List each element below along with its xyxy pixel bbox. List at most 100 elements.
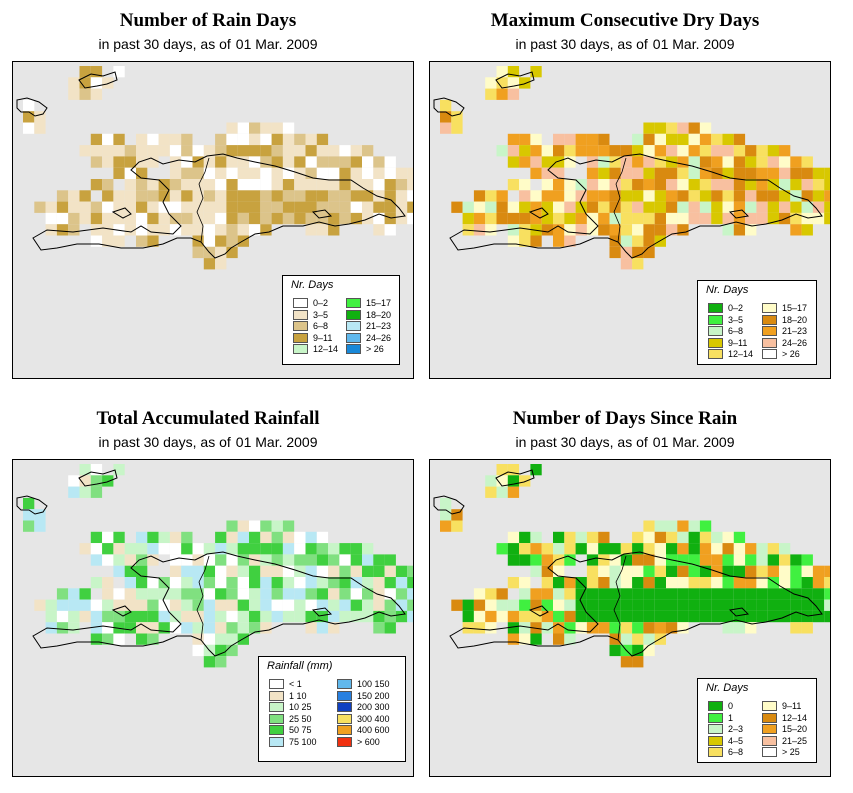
map-cell [553, 554, 565, 566]
map-cell [249, 145, 261, 157]
map-cell [632, 190, 644, 202]
map-cell [586, 554, 599, 566]
map-cell [767, 167, 779, 179]
map-cell [553, 212, 565, 225]
map-cell [507, 145, 520, 157]
map-cell [147, 156, 159, 168]
map-cell [282, 577, 295, 589]
map-cell [451, 520, 463, 532]
map-cell [553, 531, 565, 544]
map-cell [56, 610, 69, 623]
map-cell [136, 531, 148, 544]
map-cell [564, 235, 576, 247]
map-cell [305, 179, 317, 191]
map-cell [271, 610, 283, 623]
map-cell [790, 201, 802, 213]
map-cell [362, 565, 374, 577]
map-cell [158, 610, 170, 623]
legend-label: 4–5 [728, 735, 744, 746]
map-cell [34, 509, 46, 521]
map-cell [496, 610, 508, 623]
map-cell [632, 543, 644, 555]
map-cell [564, 554, 576, 566]
map-rain-days [16, 66, 413, 270]
map-cell [812, 179, 825, 191]
map-cell [553, 145, 565, 157]
lake-outline [528, 605, 549, 617]
map-cell [586, 577, 599, 589]
legend-swatch [346, 321, 361, 331]
map-cell [45, 201, 57, 213]
map-cell [102, 156, 114, 168]
map-cell [553, 133, 565, 146]
map-cell [745, 190, 757, 202]
map-cell [282, 554, 295, 566]
map-cell [654, 190, 666, 202]
map-cell [181, 599, 193, 611]
map-cell [192, 190, 204, 202]
map-cell [677, 190, 689, 202]
map-cell [339, 554, 351, 566]
map-cell [609, 622, 621, 634]
map-cell [666, 224, 678, 236]
map-cell [249, 577, 261, 589]
map-cell [124, 565, 136, 577]
map-cell [677, 554, 689, 566]
map-cell [362, 201, 374, 213]
map-cell [473, 224, 486, 236]
panel-max-dry-days: Maximum Consecutive Dry Days in past 30 … [417, 0, 833, 380]
map-cell [620, 190, 633, 202]
map-cell [485, 88, 497, 100]
map-cell [553, 190, 565, 202]
map-cell [801, 622, 813, 634]
map-cell [215, 156, 227, 168]
map-cell [305, 622, 317, 634]
legend-label: 0 [728, 701, 734, 711]
map-cell [632, 133, 644, 146]
map-cell [215, 610, 227, 623]
map-cell [237, 167, 249, 179]
map-cell [507, 610, 520, 623]
map-cell [373, 212, 385, 225]
map-cell [485, 486, 497, 498]
map-cell [294, 577, 306, 589]
map-cell [654, 554, 666, 566]
map-cell [102, 554, 114, 566]
map-cell [136, 201, 148, 213]
map-cell [824, 565, 830, 577]
map-cell [711, 212, 723, 225]
map-cell [113, 531, 125, 544]
map-cell [79, 88, 91, 100]
map-cell [733, 588, 746, 600]
map-cell [90, 77, 103, 89]
map-cell [824, 212, 830, 225]
map-cell [68, 475, 80, 487]
map-cell [260, 577, 272, 589]
map-cell [124, 610, 136, 623]
map-cell [666, 622, 678, 634]
map-cell [328, 577, 340, 589]
map-cell [666, 212, 678, 225]
map-cell [756, 201, 768, 213]
map-cell [485, 190, 497, 202]
map-cell [609, 610, 621, 623]
map-cell [271, 531, 283, 544]
map-cell [136, 145, 148, 157]
map-cell [158, 145, 170, 157]
map-cell [45, 212, 57, 225]
map-cell [373, 167, 385, 179]
map-cell [586, 565, 599, 577]
subtitle-prefix: in past 30 days, as of [515, 434, 648, 450]
map-cell [733, 190, 746, 202]
map-cell [824, 599, 830, 611]
map-cell [271, 520, 283, 532]
map-cell [192, 145, 204, 157]
map-cell [677, 599, 689, 611]
map-cell [790, 190, 802, 202]
map-cell [305, 599, 317, 611]
legend-label: 0–2 [728, 303, 744, 313]
map-cell [790, 622, 802, 634]
map-cell [767, 201, 779, 213]
map-cell [767, 212, 779, 225]
